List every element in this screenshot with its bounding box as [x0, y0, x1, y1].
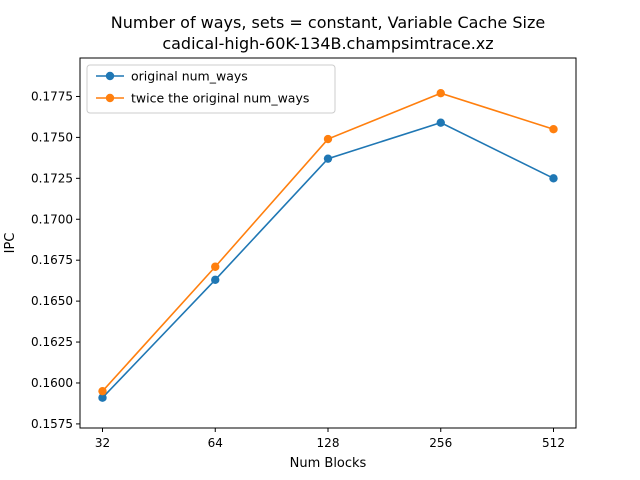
legend-label: twice the original num_ways [131, 91, 309, 106]
data-point [211, 275, 220, 285]
x-tick-label: 128 [317, 436, 340, 450]
y-tick-label: 0.1775 [31, 89, 73, 103]
data-point [98, 393, 107, 402]
plot-area: 32 64 128 256 512 0.1575 0.1600 0.1625 0.1650 0.1… [31, 88, 565, 450]
y-tick-label: 0.1750 [31, 130, 73, 144]
axes-frame [79, 57, 577, 429]
data-point [323, 134, 333, 144]
data-point [549, 125, 558, 134]
x-tick-label: 32 [95, 436, 110, 450]
data-point [98, 386, 107, 396]
data-point [323, 154, 333, 163]
y-tick-label: 0.1675 [31, 253, 73, 267]
data-point [549, 174, 558, 183]
legend-label: original num_ways [131, 69, 248, 84]
chart-subtitle: cadical-high-60K-134B.champsimtrace.xz [162, 34, 493, 53]
legend-frame [86, 64, 336, 114]
y-tick-label: 0.1700 [31, 212, 73, 226]
y-tick-label: 0.1625 [31, 335, 73, 349]
x-tick-label: 512 [542, 436, 565, 450]
y-tick-label: 0.1575 [31, 417, 73, 431]
data-point [436, 118, 445, 127]
data-point [211, 262, 220, 271]
y-tick-label: 0.1600 [31, 376, 73, 390]
legend-marker [105, 93, 115, 103]
x-tick-label: 64 [208, 436, 223, 450]
chart-title: Number of ways, sets = constant, Variabl… [111, 13, 545, 32]
y-tick-label: 0.1725 [31, 171, 73, 185]
x-tick-label: 256 [429, 436, 452, 450]
x-axis-label: Num Blocks [290, 456, 367, 471]
data-point [436, 88, 445, 98]
legend-marker [105, 71, 115, 81]
y-tick-label: 0.1650 [31, 294, 73, 308]
y-axis-label: IPC [3, 233, 18, 254]
